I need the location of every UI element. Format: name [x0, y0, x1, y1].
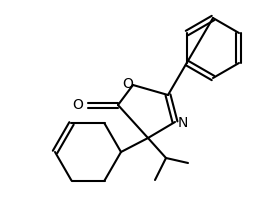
Text: O: O [72, 98, 83, 112]
Text: O: O [123, 77, 133, 91]
Text: N: N [178, 116, 188, 130]
